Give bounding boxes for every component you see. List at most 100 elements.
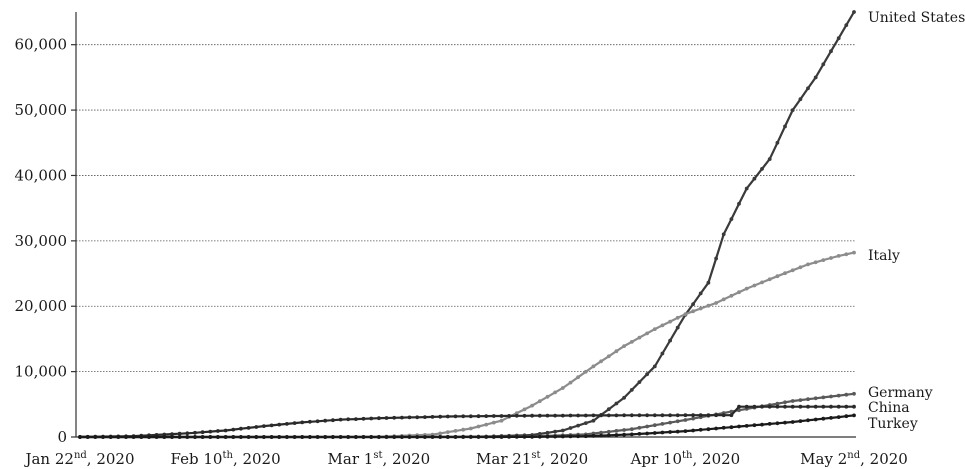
data-point-turkey: [760, 422, 764, 427]
data-point-germany: [813, 396, 818, 401]
data-point-italy: [775, 274, 780, 279]
data-point-china: [752, 404, 757, 409]
y-tick-label: 40,000: [15, 166, 68, 184]
data-point-germany: [821, 395, 826, 400]
data-point-turkey: [622, 432, 626, 437]
data-point-italy: [691, 309, 695, 314]
data-point-turkey: [790, 420, 795, 424]
data-point-italy: [553, 390, 557, 395]
data-point-turkey: [254, 435, 259, 439]
data-point-germany: [836, 393, 841, 398]
data-point-united-states: [576, 423, 580, 428]
data-point-china: [193, 430, 197, 435]
data-point-italy: [706, 303, 711, 308]
series-label-china: China: [868, 400, 910, 416]
series-line-united-states: [80, 11, 855, 439]
data-point-united-states: [806, 86, 810, 91]
data-point-china: [369, 416, 374, 421]
data-point-italy: [760, 280, 764, 285]
data-point-turkey: [185, 435, 190, 439]
data-point-china: [445, 414, 450, 419]
data-point-turkey: [262, 435, 266, 439]
x-tick-labels: Jan 22nd, 2020 Feb 10th, 2020 Mar 1st, 202…: [23, 450, 907, 468]
data-point-turkey: [583, 434, 588, 439]
x-tick-label: Mar 1st, 2020: [328, 450, 431, 468]
data-point-turkey: [361, 435, 366, 439]
data-point-china: [292, 421, 297, 425]
data-point-united-states: [675, 325, 680, 330]
data-point-china: [698, 413, 703, 418]
data-point-germany: [844, 392, 849, 397]
data-point-italy: [514, 411, 519, 415]
data-point-germany: [790, 399, 795, 403]
data-point-turkey: [415, 435, 420, 439]
y-tick-label: 30,000: [15, 232, 68, 250]
data-point-italy: [545, 394, 550, 399]
data-point-turkey: [231, 435, 236, 439]
data-point-china: [798, 404, 803, 409]
x-tick-label: Apr 10th, 2020: [630, 450, 741, 468]
data-point-china: [852, 404, 856, 409]
data-point-italy: [645, 331, 649, 336]
data-point-china: [377, 416, 381, 421]
data-point-china: [231, 427, 236, 432]
data-point-italy: [453, 429, 458, 433]
data-point-turkey: [468, 435, 473, 439]
data-point-turkey: [177, 435, 182, 439]
data-point-china: [262, 424, 266, 428]
data-point-turkey: [744, 424, 749, 428]
data-point-italy: [806, 262, 810, 267]
data-point-united-states: [844, 23, 849, 27]
data-point-turkey: [323, 435, 328, 439]
data-point-china: [239, 426, 243, 431]
data-point-italy: [629, 340, 634, 344]
series-turkey: [78, 413, 856, 439]
data-point-turkey: [377, 435, 381, 439]
data-point-turkey: [392, 435, 397, 439]
data-point-china: [683, 413, 688, 418]
data-point-italy: [576, 375, 580, 380]
data-point-turkey: [507, 435, 511, 439]
data-point-germany: [652, 423, 657, 428]
data-point-china: [392, 415, 397, 420]
data-point-china: [844, 404, 849, 409]
data-point-italy: [530, 403, 534, 408]
data-point-turkey: [629, 432, 634, 437]
data-point-united-states: [813, 75, 818, 80]
data-point-turkey: [139, 435, 144, 439]
data-point-china: [453, 414, 458, 419]
data-point-germany: [775, 401, 780, 406]
data-point-china: [790, 404, 795, 409]
y-tick-label: 50,000: [15, 101, 68, 119]
data-point-china: [622, 413, 626, 418]
data-point-italy: [729, 293, 734, 298]
data-point-china: [606, 413, 611, 418]
data-point-china: [346, 417, 351, 422]
data-point-turkey: [93, 435, 98, 439]
data-point-italy: [660, 323, 665, 328]
data-point-china: [783, 404, 787, 409]
data-point-united-states: [614, 401, 619, 406]
data-point-italy: [852, 250, 856, 255]
data-point-turkey: [783, 420, 787, 425]
data-point-turkey: [193, 435, 197, 439]
data-point-china: [415, 415, 420, 420]
data-point-china: [208, 429, 213, 434]
data-point-germany: [637, 425, 642, 430]
data-point-italy: [836, 254, 841, 258]
data-point-china: [599, 413, 603, 418]
data-point-turkey: [491, 435, 496, 439]
data-point-united-states: [775, 140, 780, 145]
data-point-united-states: [836, 36, 841, 41]
data-point-united-states: [568, 426, 573, 430]
data-point-united-states: [652, 364, 657, 369]
data-point-united-states: [821, 62, 826, 67]
data-point-turkey: [806, 418, 810, 423]
data-point-turkey: [170, 435, 174, 439]
data-point-china: [484, 414, 489, 418]
data-point-china: [323, 418, 328, 423]
data-point-turkey: [147, 435, 151, 439]
data-point-united-states: [591, 418, 596, 423]
